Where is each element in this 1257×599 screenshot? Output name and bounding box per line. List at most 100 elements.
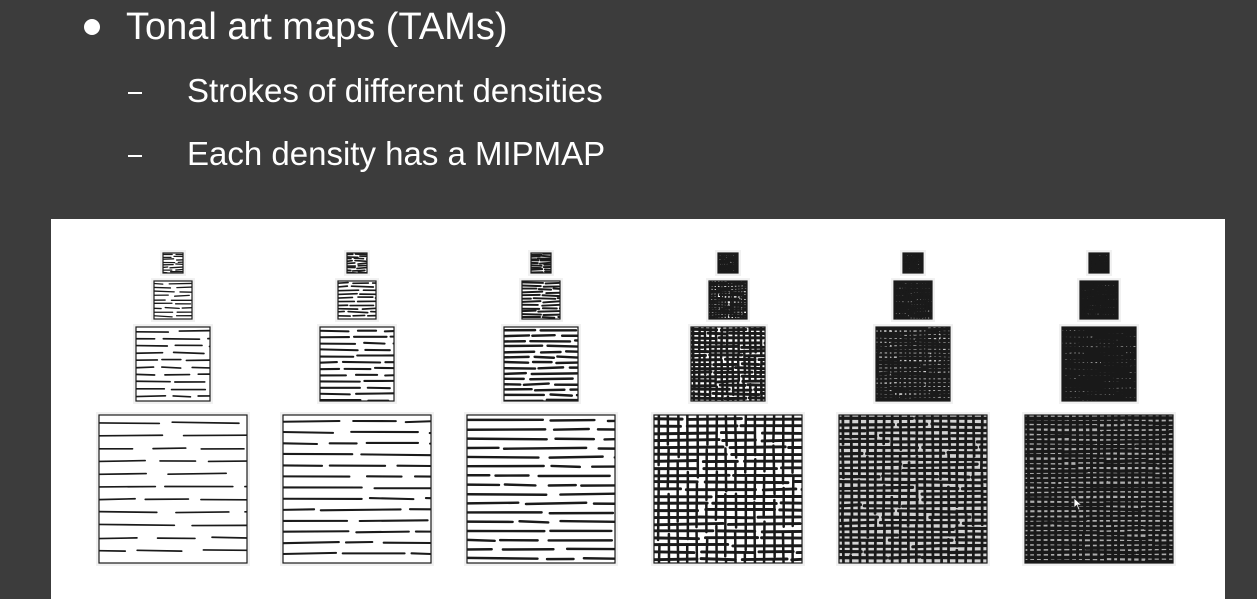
hatch-stroke xyxy=(99,497,136,501)
hatch-stroke xyxy=(1159,502,1173,507)
cross-hatch-stroke xyxy=(724,259,728,271)
hatch-stroke xyxy=(207,460,247,463)
hatch-stroke xyxy=(522,309,537,313)
hatch-stroke xyxy=(938,338,950,343)
hatch-stroke xyxy=(319,508,402,512)
hatch-stroke xyxy=(700,550,756,555)
cross-hatch-stroke xyxy=(964,546,968,563)
mouse-cursor-icon xyxy=(1073,497,1083,511)
hatch-stroke xyxy=(167,472,228,476)
cross-hatch-stroke xyxy=(1083,327,1088,341)
cross-hatch-stroke xyxy=(840,480,845,523)
cross-hatch-stroke xyxy=(703,375,707,401)
hatch-stroke xyxy=(1025,420,1086,425)
cross-hatch-stroke xyxy=(1166,498,1170,531)
cross-hatch-stroke xyxy=(902,310,905,319)
cross-hatch-stroke xyxy=(725,327,729,352)
cross-hatch-stroke xyxy=(753,354,757,383)
hatch-stroke xyxy=(504,360,530,364)
cross-hatch-stroke xyxy=(906,346,910,378)
hatch-stroke xyxy=(531,268,544,271)
cross-hatch-stroke xyxy=(849,439,854,517)
hatch-stroke xyxy=(99,549,127,552)
hatch-stroke xyxy=(283,530,350,533)
cross-hatch-stroke xyxy=(928,288,932,308)
cross-hatch-stroke xyxy=(708,327,712,347)
cross-hatch-stroke xyxy=(930,517,935,563)
cross-hatch-stroke xyxy=(1117,338,1122,379)
cross-hatch-stroke xyxy=(1047,452,1052,499)
cross-hatch-stroke xyxy=(1047,415,1051,454)
tile-strokes xyxy=(154,282,192,318)
tone-overlay xyxy=(1080,281,1118,319)
cross-hatch-stroke xyxy=(920,253,923,265)
cross-hatch-stroke xyxy=(902,281,906,293)
cross-hatch-stroke xyxy=(947,450,951,485)
tam-mipmap-tile xyxy=(1086,250,1112,276)
tam-mipmap-tile xyxy=(151,278,195,322)
hatch-stroke xyxy=(709,299,727,303)
cross-hatch-stroke xyxy=(1115,281,1118,291)
hatch-stroke xyxy=(1091,550,1137,555)
hatch-stroke xyxy=(654,557,699,562)
cross-hatch-stroke xyxy=(1138,415,1142,478)
cross-hatch-stroke xyxy=(728,261,732,273)
hatch-stroke xyxy=(363,341,386,345)
hatch-stroke xyxy=(888,555,922,560)
tam-density-column xyxy=(836,250,990,566)
cross-hatch-stroke xyxy=(914,299,918,316)
hatch-stroke xyxy=(531,333,556,337)
hatch-stroke xyxy=(283,551,338,556)
cross-hatch-stroke xyxy=(726,351,730,373)
cross-hatch-stroke xyxy=(890,495,894,540)
hatch-stroke xyxy=(1084,545,1172,550)
hatch-stroke xyxy=(211,536,247,539)
cross-hatch-stroke xyxy=(656,467,661,542)
hatch-stroke xyxy=(1025,473,1093,478)
cross-hatch-stroke xyxy=(697,390,701,401)
cross-hatch-stroke xyxy=(1089,415,1093,445)
hatch-stroke xyxy=(136,394,167,398)
cross-hatch-stroke xyxy=(905,376,910,401)
hatch-stroke xyxy=(152,447,187,450)
hatch-stroke xyxy=(543,268,551,271)
cross-hatch-stroke xyxy=(1091,392,1096,401)
hatch-stroke xyxy=(728,445,787,450)
cross-hatch-stroke xyxy=(1124,548,1128,563)
cross-hatch-stroke xyxy=(892,391,896,401)
hatch-stroke xyxy=(175,511,230,514)
hatch-stroke xyxy=(946,450,987,455)
cross-hatch-stroke xyxy=(894,281,898,298)
hatch-stroke xyxy=(175,263,183,266)
tile-frame xyxy=(98,414,248,564)
hatch-stroke xyxy=(711,391,761,397)
hatch-stroke xyxy=(1025,511,1105,516)
hatch-stroke xyxy=(467,501,520,505)
hatch-stroke xyxy=(503,483,537,487)
hatch-stroke xyxy=(654,536,700,541)
hatch-stroke xyxy=(575,393,578,397)
hatch-stroke xyxy=(729,302,747,306)
cross-hatch-stroke xyxy=(1088,379,1092,401)
hatch-stroke xyxy=(384,374,394,377)
hatch-stroke xyxy=(522,300,542,303)
cross-hatch-stroke xyxy=(915,253,919,262)
hatch-stroke xyxy=(1147,469,1173,473)
hatch-stroke xyxy=(839,526,901,531)
hatch-stroke xyxy=(760,438,802,443)
hatch-stroke xyxy=(163,266,169,269)
tile-strokes xyxy=(467,418,615,561)
hatch-stroke xyxy=(761,487,798,492)
cross-hatch-stroke xyxy=(945,384,949,401)
hatch-stroke xyxy=(356,266,367,270)
cross-hatch-stroke xyxy=(1158,532,1162,563)
tam-mipmap-tile xyxy=(519,278,563,322)
hatch-stroke xyxy=(173,294,190,297)
tam-mipmap-tile xyxy=(900,250,926,276)
cross-hatch-stroke xyxy=(1126,327,1131,358)
hatch-stroke xyxy=(504,350,536,354)
tone-overlay xyxy=(1062,327,1136,401)
tile-strokes xyxy=(283,419,431,556)
hatch-stroke xyxy=(559,519,615,524)
cross-hatch-stroke xyxy=(1100,281,1104,299)
